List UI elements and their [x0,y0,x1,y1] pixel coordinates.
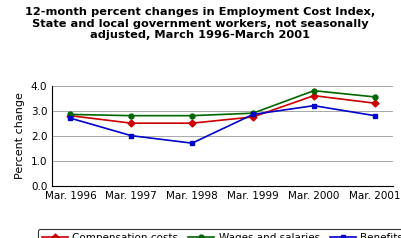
Text: 12-month percent changes in Employment Cost Index,
State and local government wo: 12-month percent changes in Employment C… [25,7,376,40]
Wages and salaries [251,112,255,115]
Benefits [190,142,194,145]
Wages and salaries [372,95,377,98]
Compensation costs [68,114,73,117]
Benefits [129,134,134,137]
Line: Wages and salaries: Wages and salaries [68,88,377,118]
Line: Benefits: Benefits [68,103,377,146]
Benefits [372,114,377,117]
Benefits [251,113,255,116]
Wages and salaries [190,114,194,117]
Compensation costs [190,122,194,125]
Benefits [312,104,316,107]
Line: Compensation costs: Compensation costs [68,93,377,126]
Compensation costs [251,115,255,118]
Wages and salaries [312,89,316,92]
Compensation costs [312,94,316,97]
Wages and salaries [129,114,134,117]
Compensation costs [372,102,377,105]
Y-axis label: Percent change: Percent change [15,92,25,179]
Benefits [68,117,73,120]
Wages and salaries [68,113,73,116]
Legend: Compensation costs, Wages and salaries, Benefits: Compensation costs, Wages and salaries, … [38,229,401,238]
Compensation costs [129,122,134,125]
